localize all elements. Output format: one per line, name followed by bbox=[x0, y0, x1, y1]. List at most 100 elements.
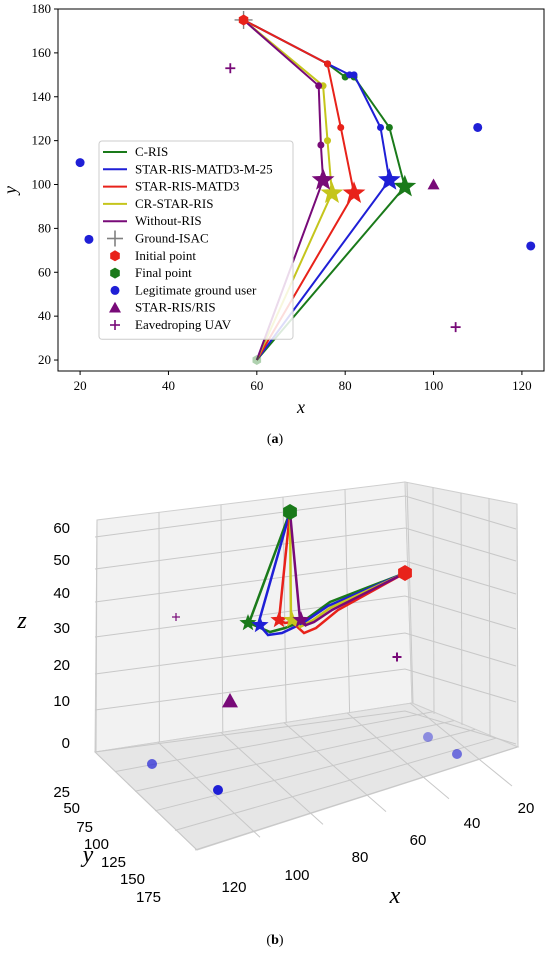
point-markers bbox=[75, 10, 536, 365]
z-gridline bbox=[94, 495, 517, 538]
z-tick-label: 50 bbox=[53, 552, 70, 569]
z-gridline bbox=[94, 710, 517, 753]
z-gridline bbox=[94, 527, 517, 570]
floor-gridline bbox=[114, 711, 434, 773]
y-tick-label: 100 bbox=[32, 177, 52, 192]
ground-user-marker-3d bbox=[452, 749, 462, 759]
legend-label: Final point bbox=[135, 265, 192, 280]
3d-gridlines bbox=[94, 481, 519, 851]
x-tick-label: 40 bbox=[162, 378, 175, 393]
initial-point-marker bbox=[238, 14, 249, 26]
floor-gridline bbox=[194, 746, 518, 851]
x-tick-label-3d: 20 bbox=[518, 800, 535, 817]
start-point-marker-3d bbox=[283, 504, 297, 520]
x-tick-label: 100 bbox=[424, 378, 444, 393]
plot-frame bbox=[57, 8, 545, 372]
z-tick-label: 0 bbox=[62, 735, 70, 752]
y-axis-label-3d: y bbox=[81, 842, 94, 868]
z-gridline bbox=[94, 560, 517, 603]
legend-box bbox=[98, 140, 294, 340]
y-tick-label-3d: 100 bbox=[84, 836, 109, 853]
z-tick-label: 60 bbox=[53, 520, 70, 537]
legend-label: Ground-ISAC bbox=[135, 231, 209, 246]
y-tick-label: 60 bbox=[38, 264, 51, 279]
x-tick-label-3d: 80 bbox=[352, 849, 369, 866]
star-end-marker-3d bbox=[239, 614, 257, 631]
floor-gridline bbox=[174, 737, 497, 831]
z-tick-label: 10 bbox=[53, 693, 70, 710]
floor-gridline bbox=[346, 712, 450, 800]
y-tick-label: 160 bbox=[32, 45, 52, 60]
y-tick-label: 140 bbox=[32, 89, 52, 104]
back-vertical-gridline bbox=[220, 504, 224, 733]
star-ris-marker bbox=[427, 178, 440, 190]
z-gridline bbox=[94, 595, 517, 638]
waypoint-marker bbox=[317, 141, 325, 149]
z-tick-label: 20 bbox=[53, 657, 70, 674]
y-tick-label-3d: 125 bbox=[101, 854, 126, 871]
z-tick-label: 30 bbox=[53, 620, 70, 637]
star-end-marker-3d bbox=[292, 611, 310, 628]
floor-gridline bbox=[134, 720, 455, 792]
ground-user-marker bbox=[84, 234, 94, 244]
waypoint-marker bbox=[385, 123, 393, 131]
y-tick-label: 20 bbox=[38, 352, 51, 367]
y-tick-label: 80 bbox=[38, 220, 51, 235]
side-vertical-gridline bbox=[516, 503, 519, 748]
x-tick-label-3d: 100 bbox=[284, 867, 309, 884]
panel-a-caption: (a) bbox=[266, 432, 284, 447]
legend-triangle-swatch bbox=[109, 301, 121, 313]
legend-label: Eavedroping UAV bbox=[135, 317, 232, 332]
z-axis-label: z bbox=[16, 608, 27, 634]
axis-ticks: 20 40 60 80 100 120 20 40 60 80 100 120 140 160 180 bbox=[32, 1, 532, 393]
y-tick-label-3d: 50 bbox=[63, 800, 80, 817]
ground-user-marker bbox=[526, 241, 536, 251]
side-vertical-gridline bbox=[460, 492, 463, 726]
x-axis-label: x bbox=[296, 397, 305, 417]
star-end-marker-3d bbox=[283, 611, 301, 628]
ground-user-marker bbox=[473, 122, 483, 132]
floor-gridline bbox=[154, 728, 476, 812]
ground-user-marker-3d bbox=[147, 759, 157, 769]
ground-user-marker-3d bbox=[213, 785, 223, 795]
legend-label: Without-RIS bbox=[135, 213, 202, 228]
floor-gridline bbox=[283, 722, 387, 812]
legend-label: STAR-RIS-MATD3-M-25 bbox=[135, 161, 273, 176]
z-tick-label: 40 bbox=[53, 585, 70, 602]
panel-b-caption: (b) bbox=[266, 933, 284, 948]
star-end-marker bbox=[393, 174, 417, 197]
legend: C-RIS STAR-RIS-MATD3-M-25 STAR-RIS-MATD3 CR… bbox=[98, 140, 294, 340]
floor-gridline bbox=[220, 732, 324, 825]
x-tick-label-3d: 120 bbox=[221, 879, 246, 896]
legend-label: STAR-RIS/RIS bbox=[135, 300, 216, 315]
side-vertical-gridline bbox=[432, 487, 435, 715]
y-tick-label-3d: 150 bbox=[120, 871, 145, 888]
legend-label: CR-STAR-RIS bbox=[135, 196, 213, 211]
waypoint-marker bbox=[337, 123, 345, 131]
legend-label: Legitimate ground user bbox=[135, 282, 257, 297]
z-gridline bbox=[94, 632, 517, 675]
end-point-marker-3d bbox=[398, 565, 412, 581]
floor-gridline bbox=[409, 702, 513, 787]
y-tick-label-3d: 175 bbox=[136, 889, 161, 906]
star-end-marker bbox=[320, 181, 344, 203]
back-vertical-gridline bbox=[406, 481, 414, 704]
legend-label: Initial point bbox=[135, 248, 196, 263]
legend-label: C-RIS bbox=[135, 144, 168, 159]
waypoint-marker bbox=[350, 71, 358, 79]
3d-tick-labels: 0102030405060120100806040202550751001251… bbox=[53, 520, 534, 906]
waypoint-marker bbox=[324, 60, 332, 68]
star-end-marker bbox=[378, 168, 401, 190]
y-tick-label: 120 bbox=[32, 133, 52, 148]
star-end-marker-3d bbox=[251, 616, 269, 633]
star-ris-marker-3d bbox=[222, 693, 238, 708]
x-tick-label: 60 bbox=[250, 378, 263, 393]
ground-user-marker bbox=[75, 158, 85, 168]
x-tick-label: 120 bbox=[512, 378, 532, 393]
star-end-marker bbox=[311, 168, 335, 190]
legend-circle-swatch bbox=[110, 285, 120, 295]
z-gridline bbox=[94, 668, 517, 711]
star-end-marker bbox=[342, 181, 366, 203]
final-point-marker bbox=[252, 355, 262, 365]
